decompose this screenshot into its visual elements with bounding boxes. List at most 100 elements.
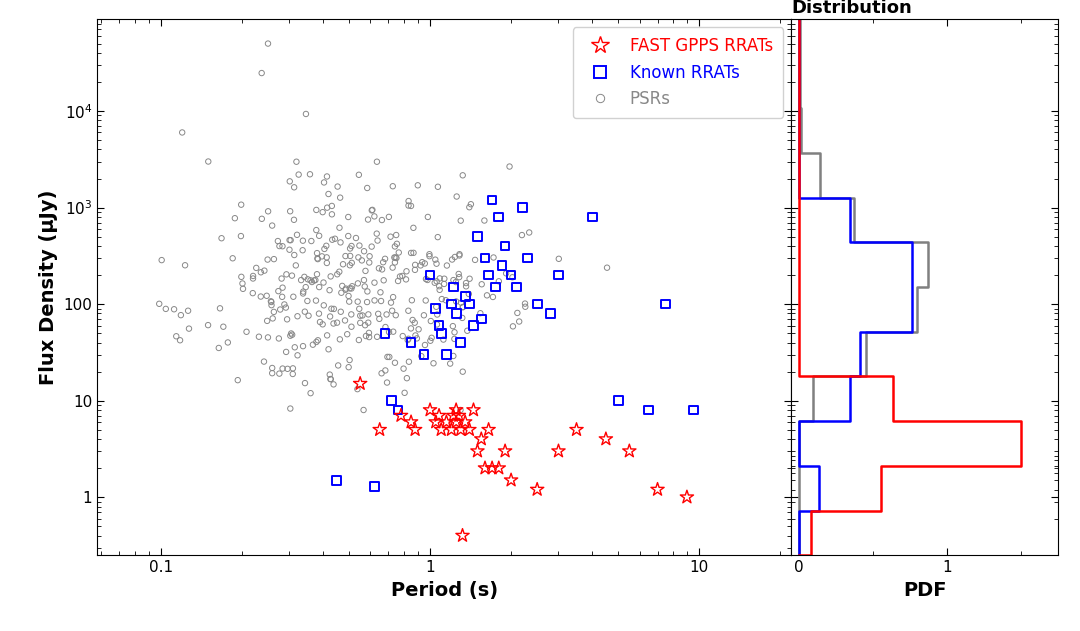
PSRs xyxy=(437,295,455,305)
PSRs xyxy=(509,308,526,318)
PSRs xyxy=(403,248,420,258)
PSRs xyxy=(339,212,356,222)
PSRs xyxy=(356,320,374,330)
PSRs xyxy=(336,316,353,326)
PSRs xyxy=(360,317,377,327)
Known RRATs xyxy=(583,212,600,222)
PSRs xyxy=(382,298,400,308)
PSRs xyxy=(281,245,298,255)
PSRs xyxy=(356,281,374,292)
PSRs xyxy=(451,405,469,415)
PSRs xyxy=(319,172,336,182)
PSRs xyxy=(350,335,367,345)
PSRs xyxy=(458,281,475,292)
PSRs xyxy=(247,263,265,273)
PSRs xyxy=(450,249,468,259)
PSRs xyxy=(308,337,325,347)
PSRs xyxy=(302,275,320,285)
PSRs xyxy=(259,254,276,264)
FAST GPPS RRATs xyxy=(421,405,438,415)
PSRs xyxy=(454,313,471,323)
PSRs xyxy=(384,262,402,273)
PSRs xyxy=(172,310,189,320)
PSRs xyxy=(287,156,305,167)
PSRs xyxy=(321,370,338,380)
PSRs xyxy=(251,332,268,342)
PSRs xyxy=(340,291,357,301)
PSRs xyxy=(422,316,440,326)
PSRs xyxy=(342,241,360,251)
PSRs xyxy=(395,363,413,374)
PSRs xyxy=(213,233,230,244)
PSRs xyxy=(343,258,361,268)
PSRs xyxy=(309,248,326,258)
PSRs xyxy=(244,288,261,298)
Known RRATs xyxy=(480,270,497,280)
PSRs xyxy=(378,309,395,319)
PSRs xyxy=(294,235,311,245)
PSRs xyxy=(297,282,314,292)
PSRs xyxy=(386,252,403,262)
PSRs xyxy=(153,255,171,265)
PSRs xyxy=(403,201,420,211)
FAST GPPS RRATs xyxy=(351,379,368,389)
PSRs xyxy=(325,304,342,314)
PSRs xyxy=(413,351,430,361)
PSRs xyxy=(253,268,270,278)
PSRs xyxy=(438,261,456,271)
PSRs xyxy=(338,329,355,339)
PSRs xyxy=(411,261,429,271)
PSRs xyxy=(444,254,461,264)
PSRs xyxy=(455,302,472,312)
Known RRATs xyxy=(437,350,455,360)
PSRs xyxy=(447,277,464,287)
PSRs xyxy=(296,272,313,282)
PSRs xyxy=(359,286,376,297)
PSRs xyxy=(388,230,405,240)
Known RRATs xyxy=(453,338,470,348)
PSRs xyxy=(400,334,417,344)
Known RRATs xyxy=(389,405,406,415)
PSRs xyxy=(380,212,397,222)
PSRs xyxy=(224,253,241,263)
PSRs xyxy=(598,262,616,273)
PSRs xyxy=(273,292,291,302)
PSRs xyxy=(314,319,332,329)
PSRs xyxy=(350,170,367,180)
FAST GPPS RRATs xyxy=(597,434,615,444)
PSRs xyxy=(435,334,453,345)
PSRs xyxy=(284,329,301,339)
FAST GPPS RRATs xyxy=(502,475,519,485)
Known RRATs xyxy=(476,253,494,263)
PSRs xyxy=(308,295,325,305)
PSRs xyxy=(384,327,402,337)
PSRs xyxy=(226,213,243,223)
PSRs xyxy=(384,292,402,302)
Known RRATs xyxy=(494,261,511,271)
Known RRATs xyxy=(464,321,482,331)
PSRs xyxy=(322,374,339,384)
PSRs xyxy=(473,279,490,289)
PSRs xyxy=(233,278,251,288)
PSRs xyxy=(167,331,185,341)
FAST GPPS RRATs xyxy=(678,492,696,502)
Known RRATs xyxy=(427,304,444,314)
PSRs xyxy=(325,379,342,389)
PSRs xyxy=(501,162,518,172)
PSRs xyxy=(342,322,360,332)
PSRs xyxy=(372,287,389,297)
PSRs xyxy=(309,254,326,264)
PSRs xyxy=(383,305,401,316)
PSRs xyxy=(330,223,348,233)
PSRs xyxy=(266,254,283,264)
PSRs xyxy=(281,176,298,186)
PSRs xyxy=(363,242,380,252)
PSRs xyxy=(308,205,325,215)
Known RRATs xyxy=(487,282,504,292)
PSRs xyxy=(360,215,377,225)
PSRs xyxy=(309,335,326,345)
PSRs xyxy=(382,232,400,242)
Known RRATs xyxy=(461,299,478,309)
PSRs xyxy=(366,211,383,221)
PSRs xyxy=(368,156,386,167)
